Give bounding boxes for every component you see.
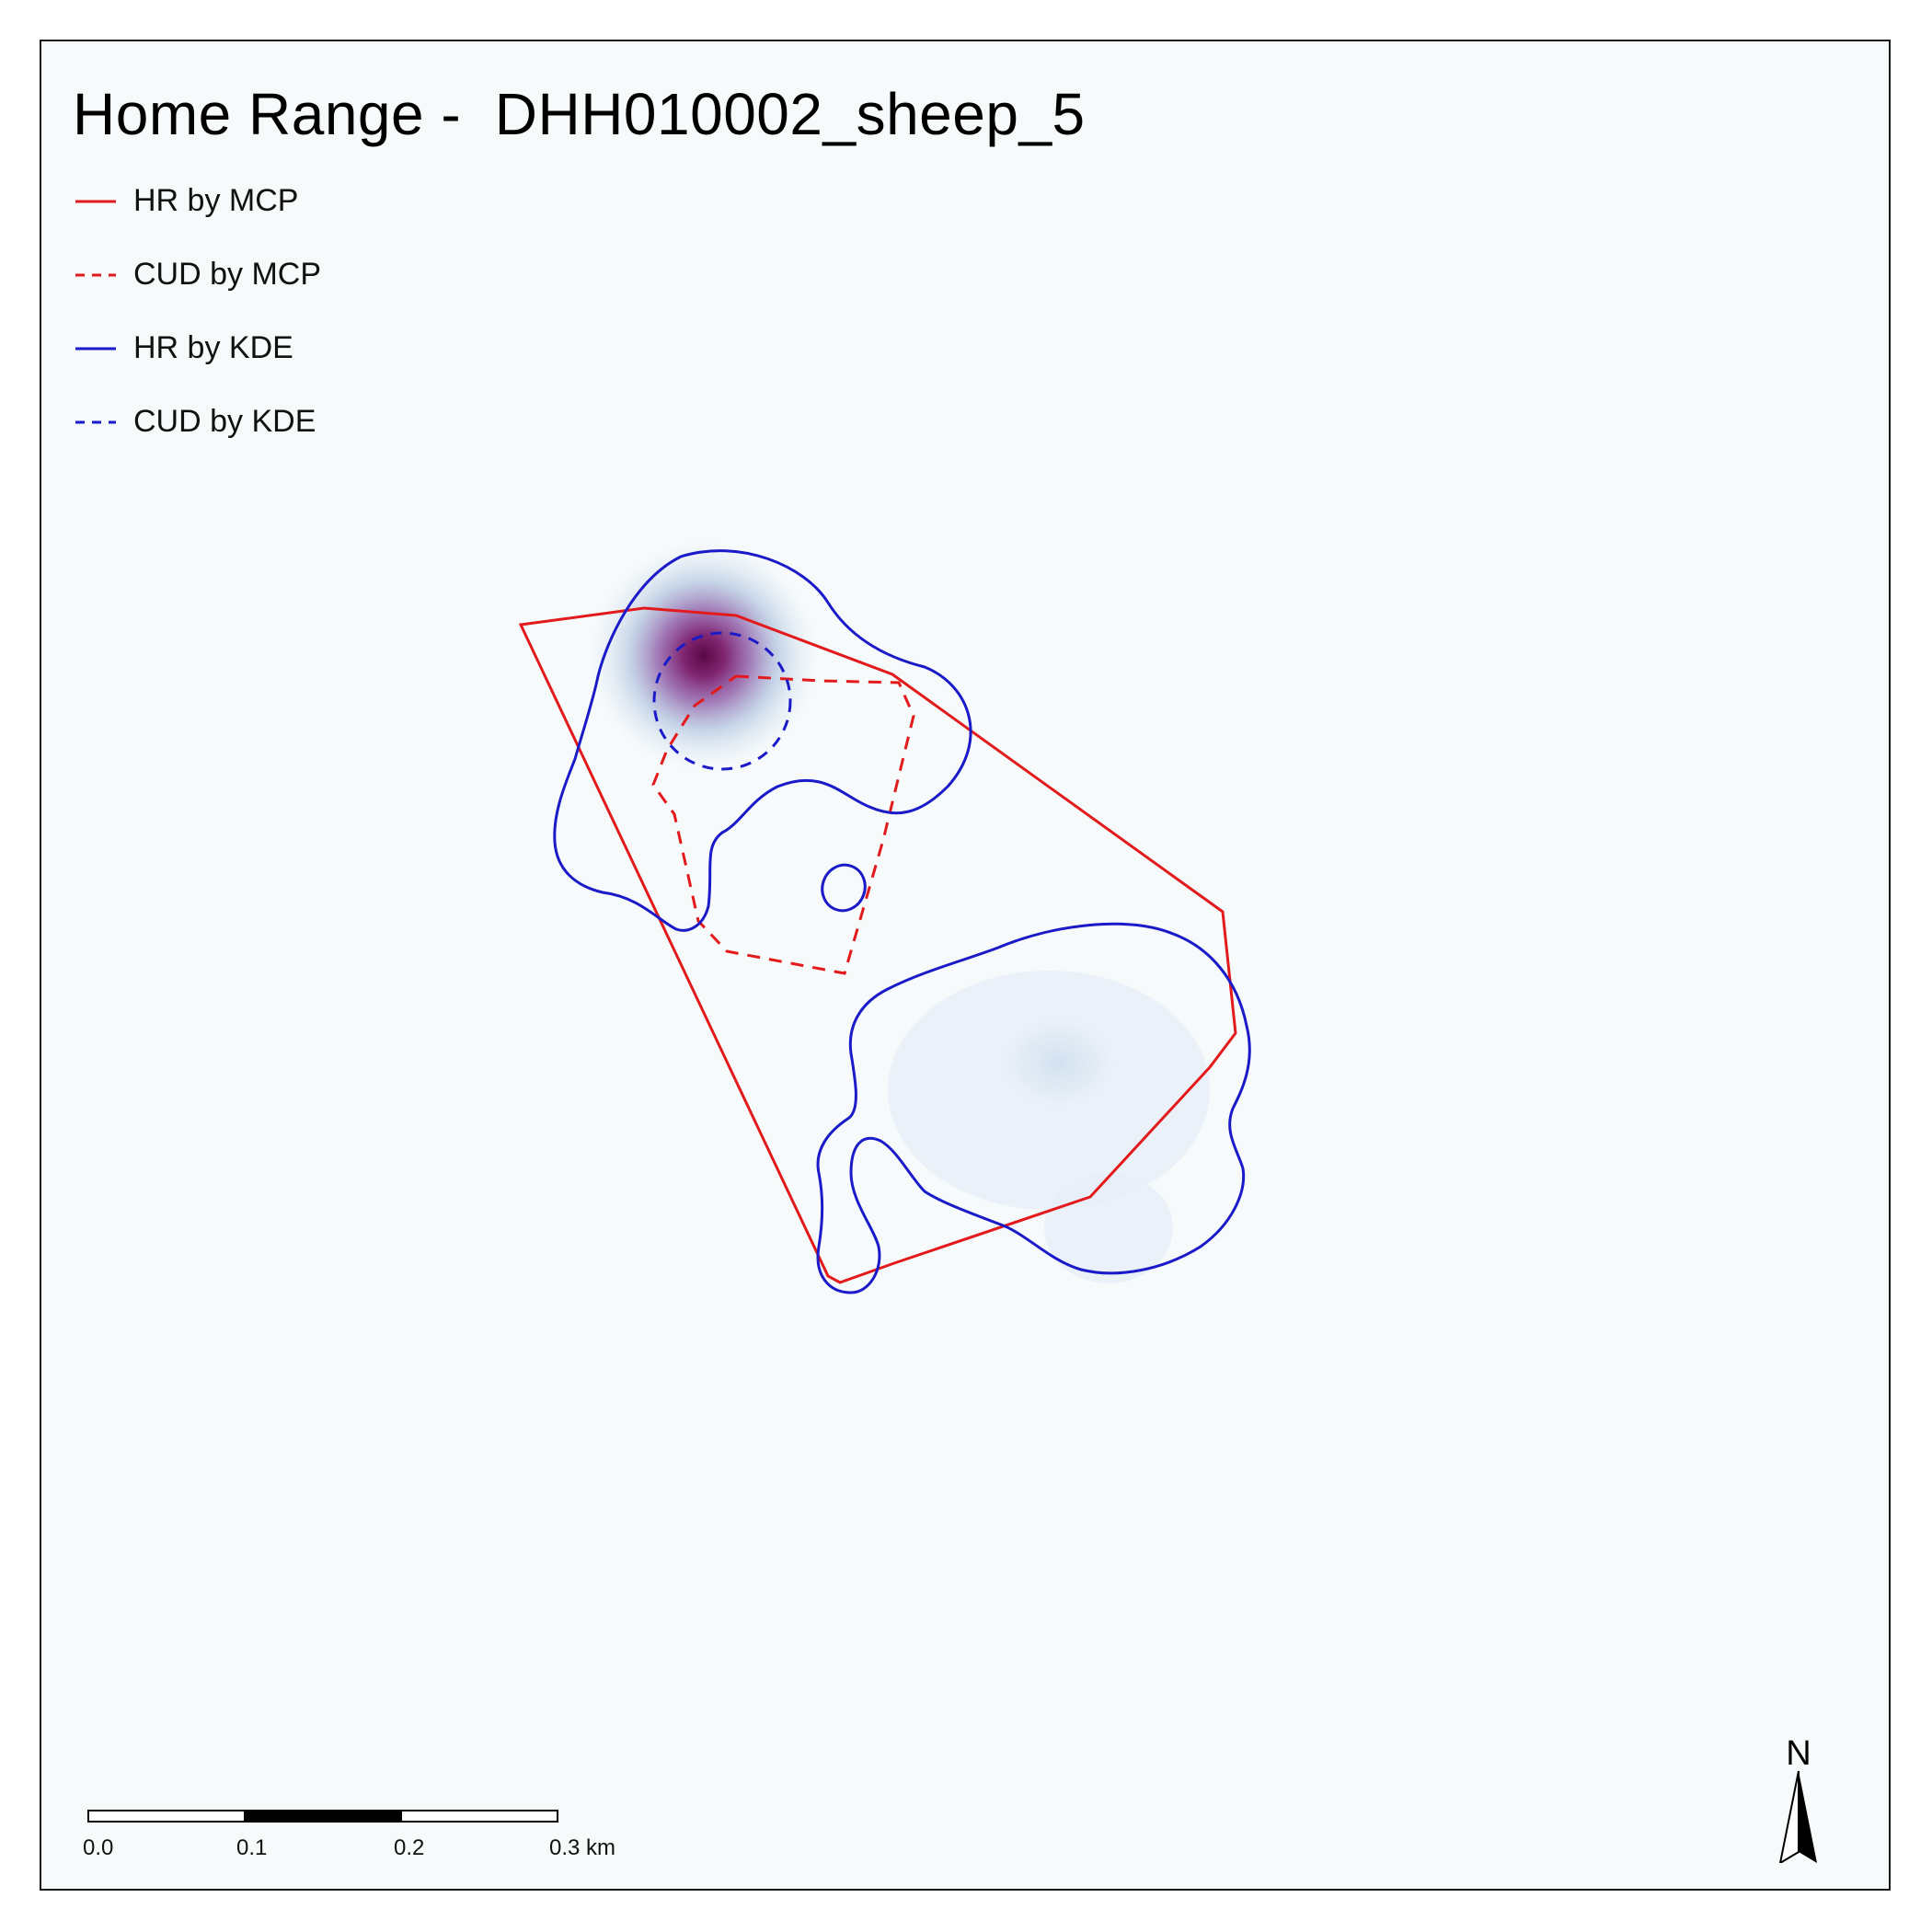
density-soft-peak	[989, 1007, 1127, 1118]
north-arrow-icon	[1778, 1771, 1817, 1863]
hr-mcp-polygon	[518, 606, 1237, 1284]
legend-swatch-solid-red	[75, 200, 116, 203]
north-label: N	[1786, 1734, 1811, 1773]
scale-segment	[400, 1810, 558, 1823]
scale-segment	[87, 1810, 246, 1823]
legend-label: CUD by MCP	[133, 257, 322, 292]
legend-label: CUD by KDE	[133, 404, 316, 439]
legend-label: HR by MCP	[133, 183, 299, 218]
legend-swatch-dashed-blue	[75, 420, 116, 424]
cud-mcp-polygon	[651, 674, 915, 975]
scale-tick-label: 0.2	[394, 1835, 425, 1860]
hr-kde-islet	[821, 863, 867, 913]
scale-tick-label: 0.3 km	[549, 1835, 616, 1860]
scale-bar: 0.0 0.1 0.2 0.3 km	[83, 1810, 658, 1874]
hr-kde-contour	[816, 922, 1251, 1294]
north-arrow: N	[1776, 1734, 1840, 1863]
map-frame: Home Range - DHH010002_sheep_5 HR by MCP…	[40, 40, 1891, 1891]
scale-tick-label: 0.1	[236, 1835, 268, 1860]
map-canvas	[518, 541, 1251, 1294]
density-hot-spot	[589, 541, 819, 771]
cud-kde-contour	[652, 631, 792, 771]
scale-segment	[244, 1810, 402, 1823]
map-title: Home Range - DHH010002_sheep_5	[73, 81, 1086, 147]
scale-tick-label: 0.0	[83, 1835, 114, 1860]
hr-kde-contour	[553, 549, 972, 932]
legend-swatch-solid-blue	[75, 347, 116, 351]
legend-swatch-dashed-red	[75, 273, 116, 277]
density-raster	[589, 541, 1210, 1283]
legend-label: HR by KDE	[133, 330, 293, 365]
